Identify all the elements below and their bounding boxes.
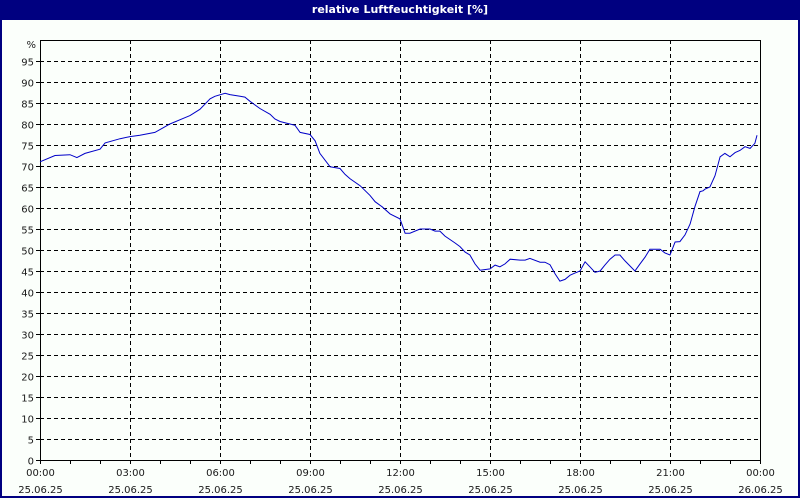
- y-tick-label: 55: [21, 226, 34, 237]
- window-title: relative Luftfeuchtigkeit [%]: [0, 0, 800, 20]
- x-tick-time: 06:00: [206, 468, 235, 479]
- y-tick-label: 0: [28, 457, 34, 468]
- x-tick-time: 21:00: [656, 468, 685, 479]
- y-unit-label: %: [26, 40, 36, 51]
- x-tick-time: 03:00: [116, 468, 145, 479]
- plot-frame: [40, 40, 761, 461]
- y-tick-label: 90: [21, 79, 34, 90]
- y-tick-label: 75: [21, 142, 34, 153]
- x-tick-time: 12:00: [386, 468, 415, 479]
- x-tick-date: 25.06.25: [288, 485, 333, 496]
- x-tick-date: 25.06.25: [198, 485, 243, 496]
- x-tick-date: 25.06.25: [18, 485, 63, 496]
- x-tick-time: 09:00: [296, 468, 325, 479]
- y-tick-label: 40: [21, 289, 34, 300]
- y-tick-label: 95: [21, 58, 34, 69]
- x-tick-time: 00:00: [746, 468, 775, 479]
- y-tick-label: 5: [28, 436, 34, 447]
- x-axis-ticks: 00:00 25.06.25 03:00 25.06.25 06:00 25.06.25 0…: [18, 468, 783, 496]
- x-tick-date: 26.06.25: [738, 485, 783, 496]
- y-tick-label: 70: [21, 163, 34, 174]
- y-tick-label: 35: [21, 310, 34, 321]
- x-tick-date: 25.06.25: [648, 485, 693, 496]
- x-tick-time: 18:00: [566, 468, 595, 479]
- y-tick-label: 25: [21, 352, 34, 363]
- y-tick-label: 45: [21, 268, 34, 279]
- y-tick-label: 80: [21, 121, 34, 132]
- axes: [36, 40, 761, 464]
- y-tick-label: 65: [21, 184, 34, 195]
- grid-lines: [40, 40, 760, 460]
- x-tick-date: 25.06.25: [558, 485, 603, 496]
- y-tick-label: 10: [21, 415, 34, 426]
- x-tick-time: 00:00: [26, 468, 55, 479]
- y-tick-label: 60: [21, 205, 34, 216]
- x-tick-date: 25.06.25: [108, 485, 153, 496]
- x-tick-date: 25.06.25: [468, 485, 513, 496]
- y-axis-ticks: 0 5 10 15 20 25 30 35 40 45 50 55 60 65 70 75 80 85 90 95%: [21, 40, 36, 468]
- y-tick-label: 20: [21, 373, 34, 384]
- x-tick-date: 25.06.25: [378, 485, 423, 496]
- y-tick-label: 50: [21, 247, 34, 258]
- x-tick-time: 15:00: [476, 468, 505, 479]
- y-tick-label: 30: [21, 331, 34, 342]
- y-tick-label: 85: [21, 100, 34, 111]
- humidity-series-line: [39, 92, 758, 282]
- y-tick-label: 15: [21, 394, 34, 405]
